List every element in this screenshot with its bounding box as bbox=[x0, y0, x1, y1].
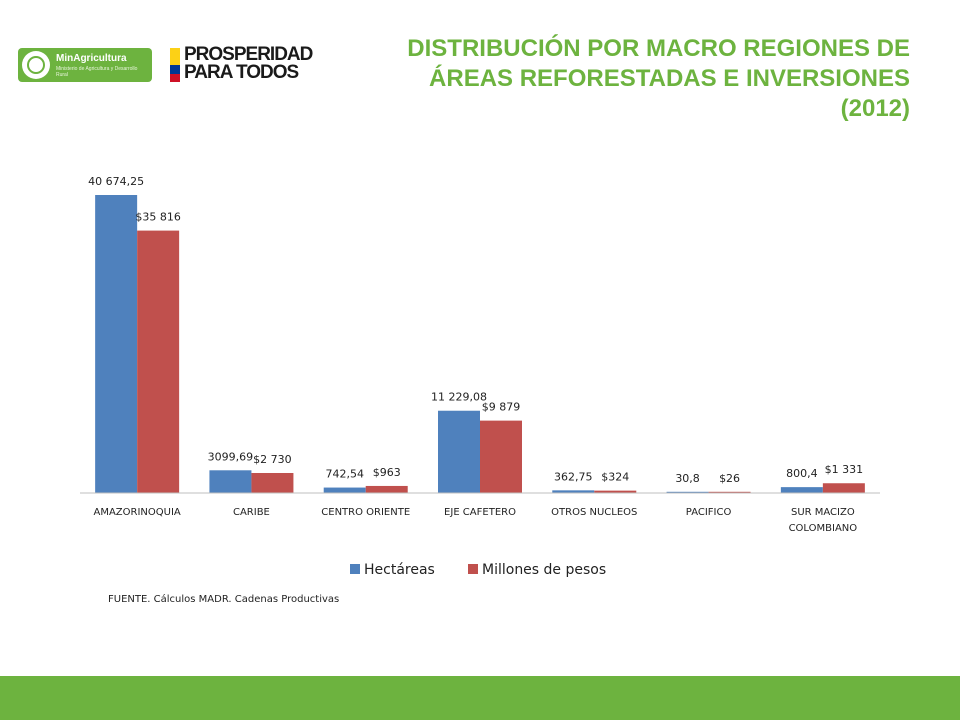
bar-millones-2 bbox=[365, 485, 408, 493]
data-label-millones-3: $9 879 bbox=[482, 401, 521, 414]
prosperidad-logo-line-1: PROSPERIDAD bbox=[184, 44, 313, 65]
bar-millones-5 bbox=[708, 491, 751, 493]
page-title-line-2: ÁREAS REFORESTADAS E INVERSIONES bbox=[429, 65, 910, 92]
data-label-hectareas-3: 11 229,08 bbox=[431, 391, 487, 404]
minagricultura-logo: MinAgricultura Ministerio de Agricultura… bbox=[18, 48, 152, 82]
prosperidad-logo-line-2: PARA TODOS bbox=[184, 62, 299, 83]
bar-hectareas-4 bbox=[552, 490, 595, 493]
legend-swatch-hectareas bbox=[350, 564, 360, 574]
minagricultura-logo-name: MinAgricultura bbox=[56, 53, 127, 64]
header-logos: MinAgricultura Ministerio de Agricultura… bbox=[18, 44, 318, 86]
category-label-4: OTROS NUCLEOS bbox=[551, 507, 637, 518]
category-label-6: SUR MACIZO bbox=[791, 507, 855, 518]
category-label-0: AMAZORINOQUIA bbox=[94, 507, 181, 518]
bar-hectareas-2 bbox=[323, 487, 366, 493]
source-note: FUENTE. Cálculos MADR. Cadenas Productiv… bbox=[108, 594, 340, 605]
data-label-hectareas-2: 742,54 bbox=[325, 468, 364, 481]
data-label-millones-4: $324 bbox=[601, 471, 629, 484]
bar-hectareas-5 bbox=[666, 491, 709, 493]
page-title-line-1: DISTRIBUCIÓN POR MACRO REGIONES DE bbox=[407, 35, 910, 62]
category-label-6-line-2: COLOMBIANO bbox=[789, 523, 858, 534]
legend-label-hectareas: Hectáreas bbox=[364, 562, 435, 578]
category-label-5: PACIFICO bbox=[686, 507, 732, 518]
footer-bar bbox=[0, 676, 960, 720]
bar-millones-4 bbox=[594, 490, 637, 493]
data-label-hectareas-0: 40 674,25 bbox=[88, 175, 144, 188]
bar-millones-1 bbox=[251, 472, 294, 493]
bar-millones-3 bbox=[480, 420, 522, 493]
bar-hectareas-3 bbox=[438, 410, 480, 493]
data-label-millones-1: $2 730 bbox=[253, 453, 292, 466]
bar-millones-0 bbox=[137, 230, 180, 493]
prosperidad-logo: PROSPERIDAD PARA TODOS bbox=[184, 44, 313, 83]
data-label-hectareas-6: 800,4 bbox=[786, 467, 818, 480]
colombia-flag-icon bbox=[170, 48, 180, 82]
minagricultura-logo-subtitle: Ministerio de Agricultura y Desarrollo R… bbox=[56, 66, 138, 78]
page-title-line-3: (2012) bbox=[840, 95, 910, 122]
data-label-millones-6: $1 331 bbox=[825, 463, 864, 476]
data-label-millones-0: $35 816 bbox=[135, 211, 181, 224]
bar-hectareas-0 bbox=[95, 195, 138, 493]
category-label-3: EJE CAFETERO bbox=[444, 507, 516, 518]
bar-hectareas-1 bbox=[209, 470, 252, 493]
data-label-hectareas-5: 30,8 bbox=[675, 472, 700, 485]
data-label-hectareas-1: 3099,69 bbox=[208, 450, 254, 463]
legend-swatch-millones bbox=[468, 564, 478, 574]
category-label-1: CARIBE bbox=[233, 507, 270, 518]
bar-millones-6 bbox=[822, 483, 865, 493]
data-label-hectareas-4: 362,75 bbox=[554, 470, 593, 483]
bar-chart: 40 674,25 $35 816 AMAZORINOQUIA 3099,69 $2 7… bbox=[80, 175, 880, 578]
data-label-millones-5: $26 bbox=[719, 472, 740, 485]
bar-hectareas-6 bbox=[780, 487, 823, 493]
data-label-millones-2: $963 bbox=[373, 466, 401, 479]
legend-label-millones: Millones de pesos bbox=[482, 562, 606, 578]
category-label-2: CENTRO ORIENTE bbox=[321, 507, 410, 518]
coat-of-arms-icon bbox=[22, 51, 50, 79]
page-title: DISTRIBUCIÓN POR MACRO REGIONES DE ÁREAS… bbox=[350, 34, 910, 124]
